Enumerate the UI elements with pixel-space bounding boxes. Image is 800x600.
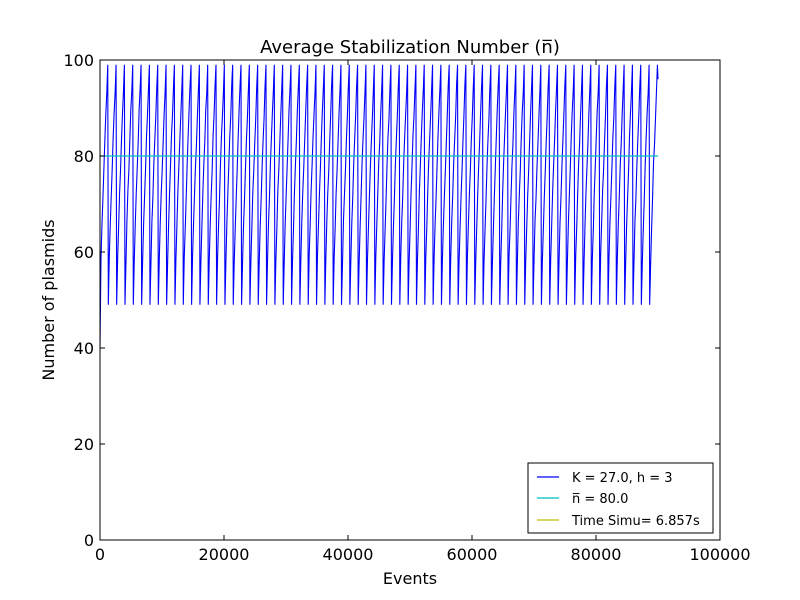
y-tick-label: 60: [74, 243, 94, 262]
plot-frame: [99, 59, 721, 541]
x-tick-label: 20000: [199, 545, 250, 564]
legend-label-series-0: K = 27.0, h = 3: [572, 471, 673, 486]
y-axis-label: Number of plasmids: [39, 219, 58, 380]
x-tick-label: 100000: [689, 545, 750, 564]
y-tick-label: 80: [74, 147, 94, 166]
y-axis: 0 20 40 60 80 100: [63, 51, 720, 550]
plot-area: [99, 59, 721, 541]
y-tick-label: 0: [84, 531, 94, 550]
y-tick-label: 20: [74, 435, 94, 454]
series-layer: [100, 64, 659, 349]
x-tick-label: 0: [95, 545, 105, 564]
x-axis-label: Events: [383, 569, 437, 588]
x-axis: 0 20000 40000 60000 80000 100000: [95, 60, 751, 564]
x-tick-label: 80000: [571, 545, 622, 564]
chart-title: Average Stabilization Number (n̅): [260, 37, 560, 58]
legend-label-series-2: Time Simu= 6.857s: [571, 514, 700, 529]
series-line-0: [100, 64, 659, 349]
legend: K = 27.0, h = 3 n̅ = 80.0 Time Simu= 6.8…: [527, 462, 714, 534]
legend-label-series-1: n̅ = 80.0: [572, 492, 628, 507]
x-tick-label: 60000: [447, 545, 498, 564]
y-tick-label: 40: [74, 339, 94, 358]
x-tick-label: 40000: [323, 545, 374, 564]
y-tick-label: 100: [63, 51, 94, 70]
